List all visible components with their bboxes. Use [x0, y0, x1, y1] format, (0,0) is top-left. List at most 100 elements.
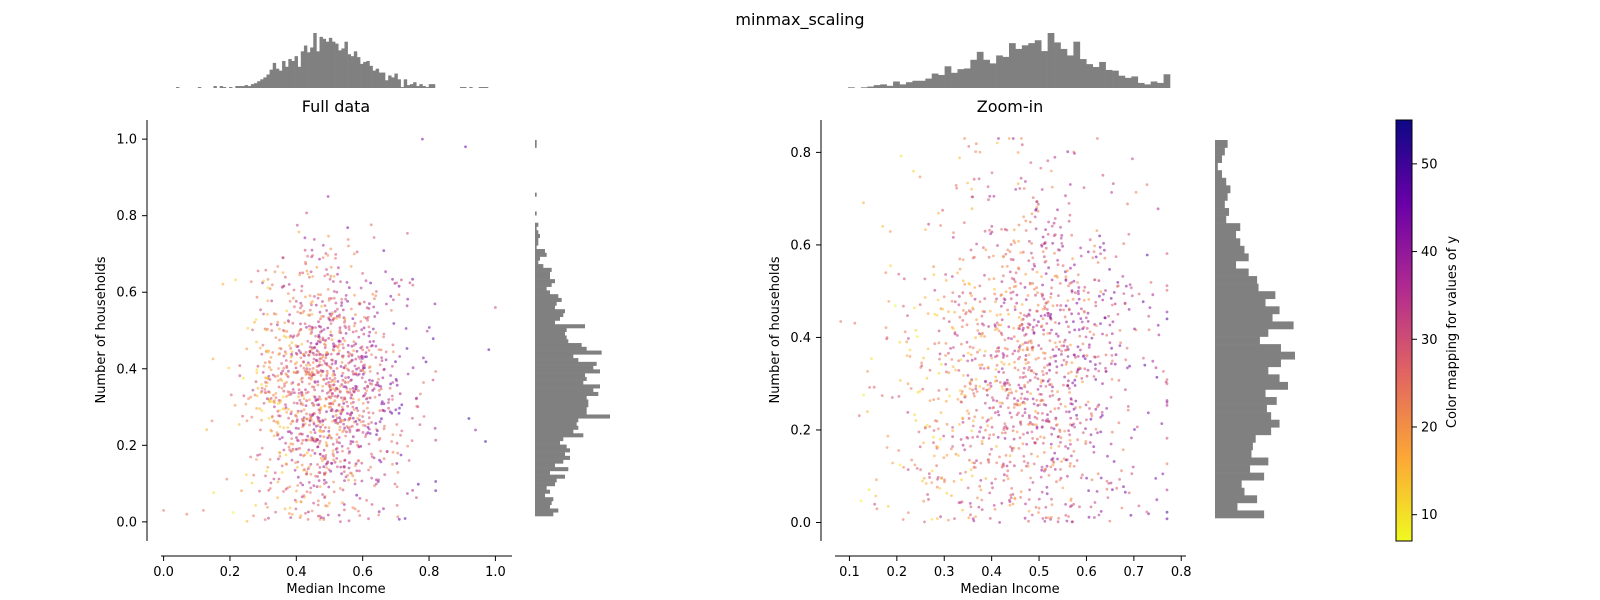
scatter-point	[318, 310, 322, 314]
scatter-point	[1031, 397, 1035, 401]
scatter-point	[935, 464, 938, 467]
scatter-point	[434, 480, 438, 483]
y-histogram-bar	[1215, 291, 1276, 300]
x-histogram-bar	[291, 60, 295, 88]
scatter-point	[1165, 317, 1169, 321]
scatter-point	[1063, 338, 1067, 342]
scatter-point	[365, 346, 369, 349]
scatter-point	[304, 388, 307, 392]
scatter-point	[1006, 381, 1010, 385]
scatter-point	[975, 318, 978, 322]
scatter-point	[982, 367, 986, 370]
scatter-point	[1039, 314, 1043, 318]
scatter-point	[990, 356, 994, 360]
scatter-point	[1024, 298, 1028, 301]
scatter-point	[1029, 161, 1033, 165]
scatter-point	[229, 393, 233, 397]
y-histogram-bar	[1215, 480, 1242, 489]
scatter-point	[411, 277, 414, 281]
scatter-point	[1053, 468, 1057, 471]
scatter-point	[296, 438, 299, 442]
scatter-point	[1094, 304, 1098, 308]
scatter-point	[1075, 459, 1079, 462]
scatter-point	[364, 435, 367, 438]
scatter-point	[276, 265, 280, 268]
scatter-point	[1103, 316, 1107, 319]
scatter-point	[1045, 322, 1049, 325]
scatter-point	[965, 311, 968, 314]
scatter-point	[954, 368, 957, 372]
scatter-point	[1165, 288, 1169, 292]
scatter-point	[291, 419, 295, 423]
scatter-point	[1018, 386, 1022, 390]
scatter-point	[978, 300, 982, 304]
y-histogram-bar	[1215, 313, 1273, 322]
x-tick-label: 0.4	[286, 565, 307, 580]
scatter-point	[1052, 354, 1056, 358]
scatter-point	[387, 401, 390, 404]
y-histogram-bar	[535, 365, 594, 370]
scatter-point	[367, 307, 371, 310]
scatter-point	[1041, 250, 1045, 254]
x-histogram-bar	[886, 85, 894, 88]
scatter-point	[288, 313, 291, 317]
scatter-point	[296, 460, 300, 464]
scatter-point	[250, 481, 254, 485]
x-histogram-bar	[410, 84, 414, 88]
scatter-point	[993, 328, 997, 332]
y-histogram-bar	[1215, 306, 1280, 315]
scatter-point	[980, 442, 984, 445]
scatter-point	[318, 360, 322, 364]
scatter-point	[310, 385, 314, 389]
scatter-point	[1079, 254, 1083, 258]
scatter-point	[305, 363, 308, 367]
scatter-point	[395, 504, 399, 507]
scatter-point	[1116, 312, 1120, 316]
scatter-point	[1016, 182, 1020, 186]
scatter-point	[1041, 351, 1045, 355]
scatter-point	[928, 476, 931, 479]
scatter-point	[1096, 137, 1099, 140]
scatter-point	[982, 246, 985, 250]
scatter-point	[267, 390, 270, 393]
scatter-point	[974, 377, 978, 381]
scatter-point	[355, 406, 358, 410]
scatter-point	[1015, 301, 1019, 305]
scatter-point	[1045, 308, 1049, 311]
scatter-point	[1041, 379, 1045, 383]
scatter-point	[325, 377, 328, 381]
scatter-point	[294, 299, 298, 303]
scatter-point	[286, 426, 290, 429]
scatter-point	[1069, 462, 1072, 465]
scatter-point	[1088, 441, 1092, 444]
scatter-point	[997, 413, 1001, 417]
colorbar-tick-label: 30	[1421, 333, 1438, 348]
scatter-point	[992, 254, 995, 258]
scatter-point	[309, 270, 313, 274]
scatter-point	[389, 294, 393, 298]
scatter-point	[280, 436, 284, 439]
x-histogram-bar	[260, 79, 264, 88]
x-histogram-bar	[1105, 69, 1113, 88]
scatter-point	[944, 342, 948, 345]
y-tick-label: 0.8	[790, 146, 811, 161]
scatter-point	[979, 334, 983, 338]
y-histogram-bar	[535, 452, 565, 457]
scatter-point	[320, 363, 324, 367]
scatter-point	[342, 422, 345, 426]
scatter-point	[335, 416, 339, 420]
scatter-point	[281, 369, 285, 373]
scatter-point	[1073, 328, 1077, 332]
scatter-point	[951, 445, 954, 448]
scatter-point	[1084, 335, 1088, 339]
scatter-point	[378, 420, 382, 424]
scatter-point	[358, 497, 362, 500]
x-histogram-bar	[241, 86, 245, 88]
scatter-point	[1165, 378, 1169, 381]
scatter-point	[927, 222, 930, 226]
scatter-point	[380, 400, 384, 404]
scatter-point	[1104, 353, 1108, 357]
scatter-point	[918, 303, 922, 306]
scatter-point	[329, 365, 332, 369]
scatter-point	[318, 439, 322, 443]
